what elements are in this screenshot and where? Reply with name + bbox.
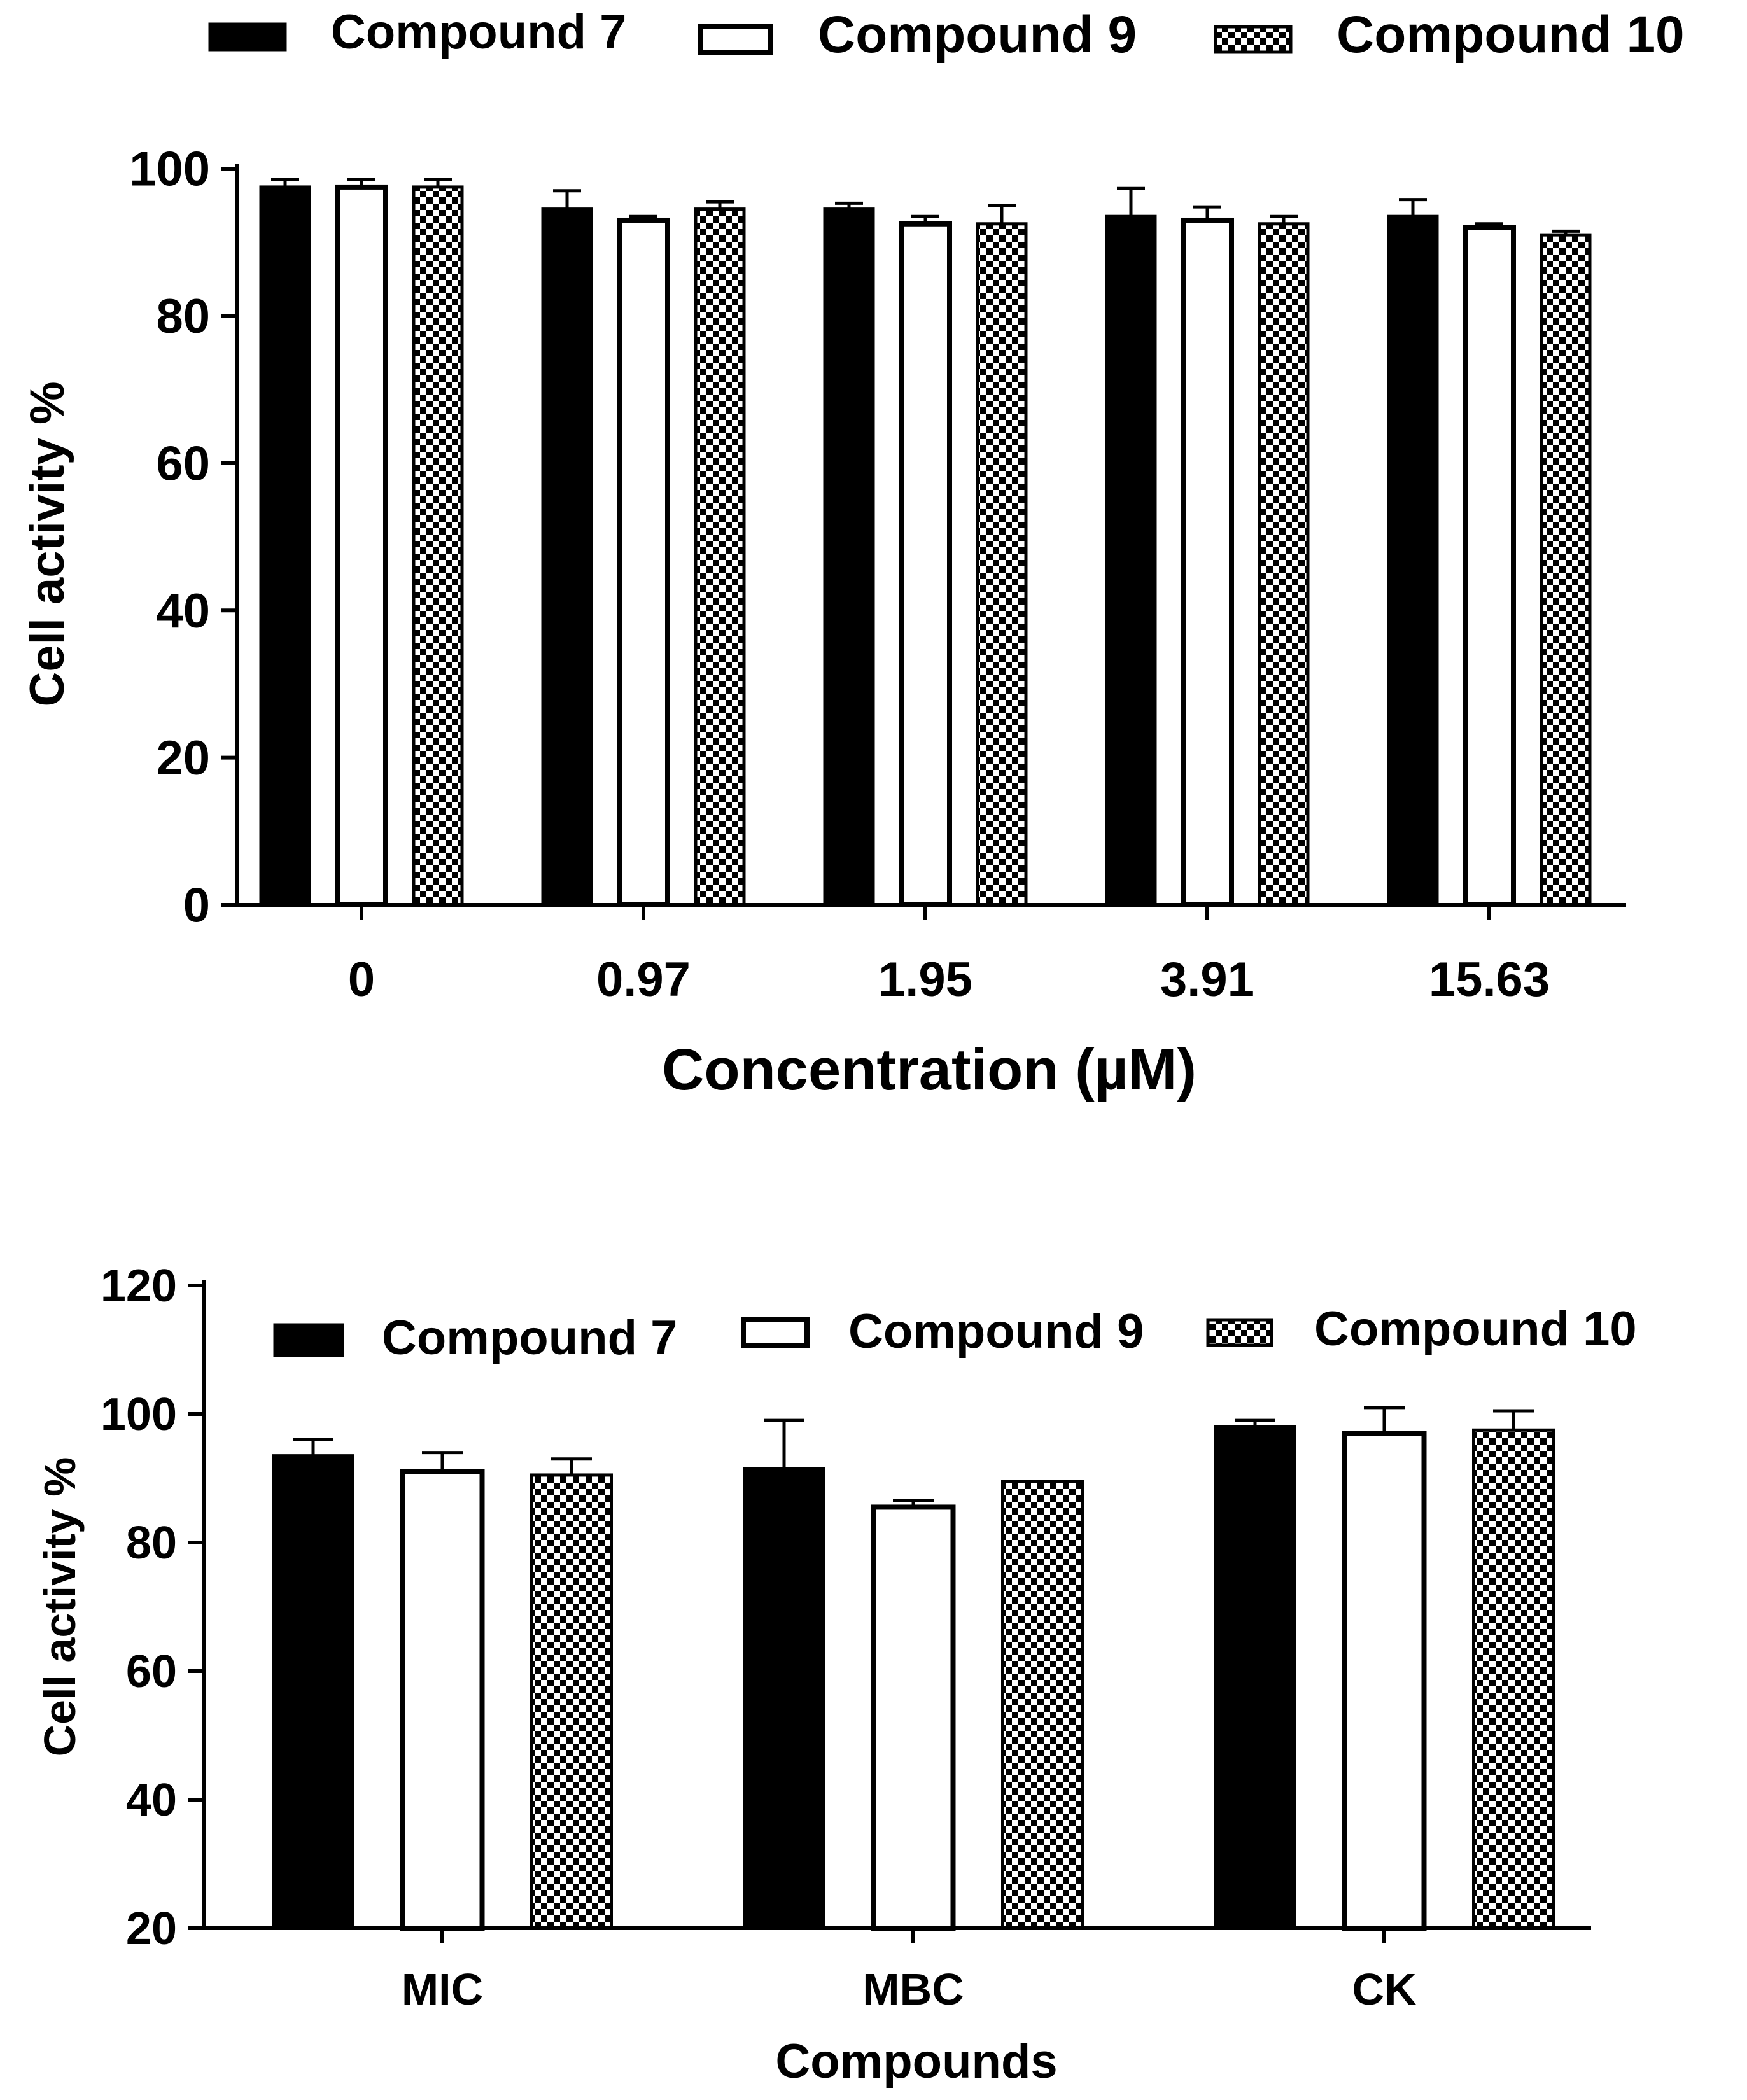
y-tick-label: 100	[101, 1389, 177, 1440]
legend-swatch-compound-7-b	[273, 1323, 344, 1357]
x-tick-label-1-95: 1.95	[878, 953, 972, 1007]
plot-area-top: 0 20 40 60 80 100 0 0.97 1.95 3.91 15.63	[129, 143, 1592, 1007]
legend-label-compound-7-b: Compound 7	[382, 1311, 677, 1365]
y-tick-label: 20	[126, 1903, 177, 1954]
y-tick-label: 80	[156, 290, 210, 344]
bar-compound-9-15-63	[1463, 225, 1516, 907]
legend-label-compound-10: Compound 10	[1337, 6, 1685, 64]
legend-swatch-compound-10-b	[1206, 1318, 1273, 1347]
x-tick-label-mic: MIC	[402, 1964, 483, 2014]
bar-compound-9-0-97	[617, 217, 670, 907]
bar-compound-10-0	[412, 185, 464, 907]
legend-top: Compound 7 Compound 9 Compound 10	[208, 5, 1685, 64]
bar-compound-7-mic	[272, 1454, 354, 1930]
legend-label-compound-7: Compound 7	[331, 5, 626, 59]
bar-compound-7-mbc	[743, 1467, 825, 1930]
x-axis-title-bottom: Compounds	[775, 2034, 1057, 2089]
x-tick-label-ck: CK	[1352, 1964, 1416, 2014]
x-tick-label-mbc: MBC	[862, 1964, 964, 2014]
y-axis-title-bottom: Cell activity %	[35, 1457, 85, 1757]
bar-compound-7-15-63	[1387, 214, 1439, 907]
y-tick-label: 120	[101, 1261, 177, 1312]
plot-area-bottom: 20 40 60 80 100 120 MIC MBC CK	[101, 1261, 1555, 2014]
y-tick-label: 20	[156, 731, 210, 785]
bar-compound-10-3-91	[1258, 222, 1310, 907]
y-tick-label: 80	[126, 1518, 177, 1569]
legend-label-compound-9: Compound 9	[818, 6, 1137, 64]
legend-item-compound-10-b: Compound 10	[1206, 1302, 1637, 1356]
x-tick-label-0: 0	[348, 953, 375, 1007]
bar-compound-10-ck	[1472, 1428, 1555, 1930]
bar-compound-7-0-97	[541, 207, 593, 907]
y-axis-title-top: Cell activity %	[20, 381, 74, 706]
legend-item-compound-7-b: Compound 7	[273, 1311, 677, 1365]
bar-compound-7-ck	[1214, 1425, 1296, 1930]
bar-compound-9-mbc	[871, 1504, 956, 1931]
y-tick-label: 40	[156, 584, 210, 638]
bar-compound-9-ck	[1342, 1431, 1427, 1931]
x-tick-label-15-63: 15.63	[1429, 953, 1550, 1007]
y-tick-label: 40	[126, 1775, 177, 1826]
legend-bottom: Compound 7 Compound 9 Compound 10	[273, 1302, 1637, 1365]
legend-label-compound-10-b: Compound 10	[1314, 1302, 1637, 1356]
bar-compound-9-0	[335, 184, 388, 907]
y-tick-label: 0	[183, 879, 210, 933]
x-tick-label-3-91: 3.91	[1160, 953, 1254, 1007]
y-tick-label: 60	[156, 437, 210, 491]
x-tick-label-0-97: 0.97	[596, 953, 691, 1007]
y-tick-label: 60	[126, 1646, 177, 1697]
bar-compound-7-0	[259, 185, 311, 907]
chart-top: Compound 7 Compound 9 Compound 10 0 20 40 6…	[20, 5, 1685, 1102]
legend-item-compound-7: Compound 7	[208, 5, 626, 59]
legend-swatch-compound-10	[1214, 25, 1293, 54]
legend-swatch-compound-9	[698, 24, 773, 55]
bar-compound-9-mic	[400, 1469, 485, 1931]
legend-swatch-compound-7	[208, 22, 287, 52]
chart-bottom: 20 40 60 80 100 120 MIC MBC CK Compound 7 Compou…	[35, 1261, 1637, 2089]
bar-compound-10-mic	[530, 1473, 613, 1930]
bar-compound-10-1-95	[976, 222, 1028, 907]
bar-compound-7-3-91	[1105, 214, 1157, 907]
x-axis-title-top: Concentration (µM)	[662, 1037, 1196, 1102]
legend-item-compound-9-b: Compound 9	[741, 1305, 1144, 1359]
bar-compound-10-mbc	[1001, 1480, 1084, 1930]
legend-swatch-compound-9-b	[741, 1317, 810, 1348]
y-tick-label: 100	[129, 143, 210, 197]
legend-item-compound-9: Compound 9	[698, 6, 1137, 64]
legend-label-compound-9-b: Compound 9	[848, 1305, 1144, 1359]
legend-item-compound-10: Compound 10	[1214, 6, 1685, 64]
bar-compound-9-3-91	[1181, 217, 1234, 907]
bar-compound-10-0-97	[694, 207, 746, 907]
bar-compound-9-1-95	[899, 221, 952, 907]
bar-compound-10-15-63	[1540, 233, 1592, 907]
bar-compound-7-1-95	[823, 207, 875, 907]
